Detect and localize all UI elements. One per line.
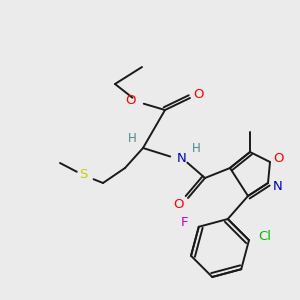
Text: O: O <box>273 152 283 166</box>
Text: O: O <box>193 88 203 101</box>
Text: N: N <box>177 152 187 164</box>
Text: H: H <box>192 142 200 154</box>
Text: Cl: Cl <box>259 230 272 243</box>
Text: S: S <box>79 169 87 182</box>
Text: F: F <box>181 216 188 229</box>
Text: N: N <box>273 179 283 193</box>
Text: H: H <box>128 131 136 145</box>
Text: O: O <box>125 94 135 107</box>
Text: O: O <box>173 197 183 211</box>
